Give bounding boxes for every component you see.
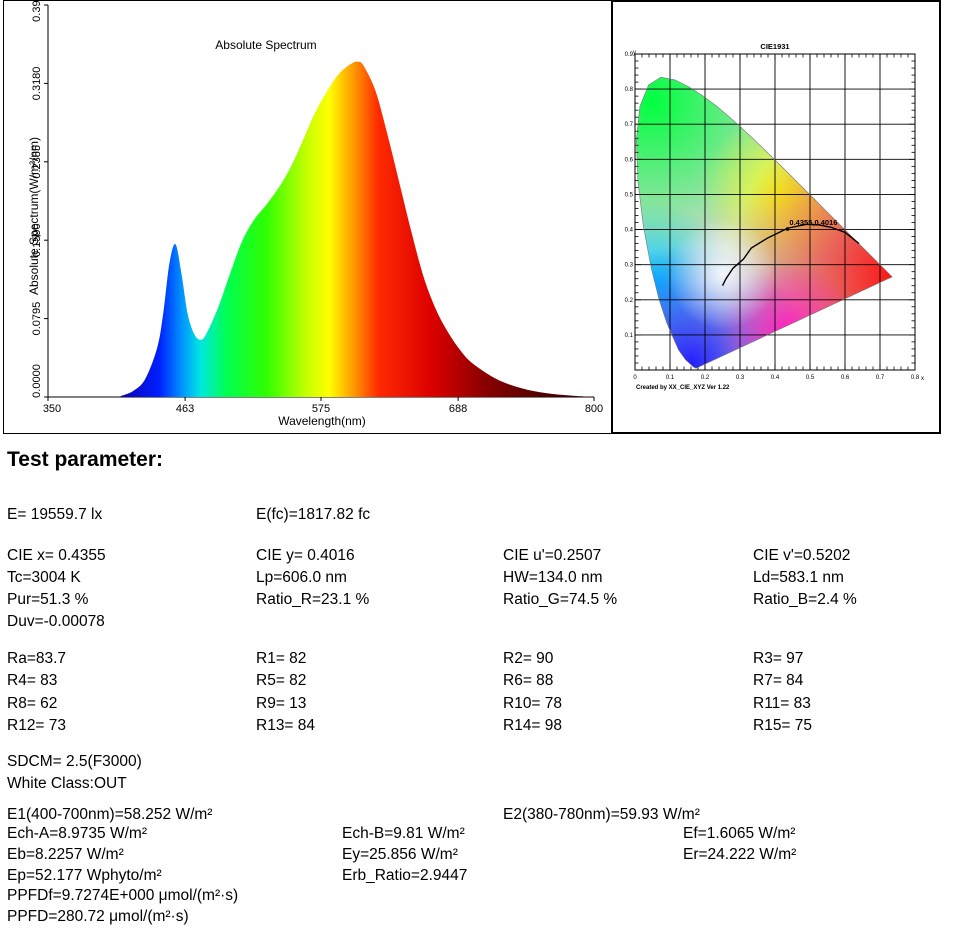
color_rows-value: CIE y= 0.4016	[256, 547, 355, 564]
cie-point	[785, 227, 790, 231]
cie-y-tick-label: 0.5	[625, 192, 634, 198]
spectrum-chart: 0.0000 0.0795 0.1590 0.2385 0.3180 0.3975 350 4…	[27, 0, 603, 428]
color_rows-value: Duv=-0.00078	[7, 613, 105, 630]
e2: E2(380-780nm)=59.93 W/m²	[503, 806, 700, 823]
cie-x-tick-label: 0.5	[806, 375, 815, 381]
cie-point-label: 0.4355,0.4016	[789, 218, 837, 227]
color_rows-value: Ld=583.1 nm	[753, 569, 844, 586]
cie-y-tick-label: 0.9	[625, 52, 634, 58]
ep: Ep=52.177 Wphyto/m²	[7, 867, 162, 884]
spectrum-y-tick-label: 0.2385	[31, 145, 43, 179]
cie-x-tick-label: 0.3	[736, 375, 745, 381]
cri_rows-value: R1= 82	[256, 650, 307, 667]
spectrum-y-tick-label: 0.0000	[31, 364, 43, 398]
planckian-locus	[721, 223, 860, 287]
cie-title: CIE1931	[760, 42, 789, 51]
e1: E1(400-700nm)=58.252 W/m²	[7, 806, 213, 823]
color_rows-value: Lp=606.0 nm	[256, 569, 347, 586]
ech-b: Ech-B=9.81 W/m²	[342, 825, 465, 842]
spectrum-x-tick-label: 463	[176, 403, 194, 415]
cie-y-tick-label: 0.1	[625, 333, 634, 339]
cie-footer: Created by XX_CIE_XYZ Ver 1.22	[636, 385, 730, 391]
spectrum-x-tick-label: 688	[449, 403, 467, 415]
cie-y-tick-label: 0.4	[625, 228, 634, 234]
cie-locus-fill	[636, 77, 893, 369]
ppfd: PPFD=280.72 μmol/(m²·s)	[7, 908, 189, 925]
cri_rows-value: R12= 73	[7, 716, 67, 734]
color_rows-value: Pur=51.3 %	[7, 591, 89, 608]
cri_rows-value: R15= 75	[753, 716, 813, 734]
cie-x-tick-label: 0.4	[771, 375, 780, 381]
cie-x-tick-label: 0.6	[841, 375, 850, 381]
cri_rows-value: R5= 82	[256, 672, 307, 690]
cie-chart-panel: CIE1931 0 0.1 0.2 0.3 0.4 0.5 0.6 0.7 0.8 0.1 0.2 0…	[611, 0, 941, 434]
spectrum-x-tick-label: 350	[43, 403, 61, 415]
cri_rows-value: R13= 84	[256, 716, 316, 734]
color_rows-value: Ratio_B=2.4 %	[753, 591, 857, 608]
cri_rows-value: R10= 78	[503, 694, 563, 712]
cie-y-tick-label: 0.6	[625, 157, 634, 163]
color_rows-value: CIE u'=0.2507	[503, 547, 602, 564]
cie-chart: CIE1931 0 0.1 0.2 0.3 0.4 0.5 0.6 0.7 0.80.10.20…	[625, 42, 924, 391]
spectrum-x-tick-label: 800	[585, 403, 603, 415]
spectrum-area	[120, 61, 595, 397]
spectrum-x-label: Wavelength(nm)	[278, 414, 366, 428]
spectrum-x-tick-label: 575	[312, 403, 330, 415]
cie-x-tick-label: 0.1	[666, 375, 675, 381]
spectrum-labels: 0.0000 0.0795 0.1590 0.2385 0.3180 0.3975 350 4…	[31, 0, 603, 415]
color_rows-value: CIE x= 0.4355	[7, 547, 106, 564]
spectrum-title: Absolute Spectrum	[215, 38, 316, 52]
cri_rows-value: R3= 97	[753, 650, 804, 667]
cie-axes: 0 0.1 0.2 0.3 0.4 0.5 0.6 0.7 0.8 0.1 0.2 0.3 0.4 0.5…	[625, 52, 920, 381]
cie-x-tick-label: 0	[633, 375, 637, 381]
test-parameter-heading: Test parameter:	[7, 448, 164, 471]
eb: Eb=8.2257 W/m²	[7, 846, 124, 863]
spectrum-y-tick-label: 0.0795	[31, 302, 43, 336]
cie-y-tick-label: 0.8	[625, 87, 634, 93]
cie-y-tick-label: 0.2	[625, 298, 634, 304]
cie-x-tick-label: 0.2	[701, 375, 710, 381]
ey: Ey=25.856 W/m²	[342, 846, 458, 863]
cri_rows-value: R9= 13	[256, 694, 307, 712]
spectrum-y-label: Absolute Spectrum(W/m²/nm)	[27, 137, 41, 295]
color_rows-value: Ratio_R=23.1 %	[256, 591, 370, 608]
color_rows-value: Ratio_G=74.5 %	[503, 591, 618, 608]
cie-x-tick-label: 0.7	[876, 375, 885, 381]
cri_rows-value: R7= 84	[753, 672, 804, 690]
cri_rows-value: R11= 83	[753, 694, 811, 712]
illuminance-fc: E(fc)=1817.82 fc	[256, 506, 371, 523]
white-class: White Class:OUT	[7, 775, 127, 792]
cri_rows-value: R6= 88	[503, 672, 554, 690]
cie-y-axis-label: y	[633, 50, 636, 56]
cie-y-tick-label: 0.3	[625, 263, 634, 269]
cri_rows-value: R14= 98	[503, 716, 563, 734]
illuminance-lx: E= 19559.7 lx	[7, 506, 103, 523]
erb-ratio: Erb_Ratio=2.9447	[342, 867, 468, 884]
cri_rows-value: R4= 83	[7, 672, 58, 690]
spectrum-chart-panel: 0.0000 0.0795 0.1590 0.2385 0.3180 0.3975 350 4…	[3, 0, 612, 434]
ech-a: Ech-A=8.9735 W/m²	[7, 825, 147, 842]
cie-y-tick-label: 0.7	[625, 122, 634, 128]
spectrum-y-tick-label: 0.1590	[31, 223, 43, 257]
cri_rows-value: R8= 62	[7, 694, 58, 712]
spectrum-y-tick-label: 0.3180	[31, 67, 43, 101]
er: Er=24.222 W/m²	[683, 846, 797, 863]
cri_rows-value: Ra=83.7	[7, 650, 67, 667]
color_rows-value: Tc=3004 K	[7, 569, 81, 586]
sdcm: SDCM= 2.5(F3000)	[7, 753, 142, 770]
ef: Ef=1.6065 W/m²	[683, 825, 796, 842]
color_rows-value: CIE v'=0.5202	[753, 547, 851, 564]
cie-x-tick-label: 0.8	[911, 375, 920, 381]
cri_rows-value: R2= 90	[503, 650, 554, 667]
spectrum-y-tick-label: 0.3975	[31, 1, 43, 22]
cie-x-axis-label: x	[921, 376, 924, 382]
color_rows-value: HW=134.0 nm	[503, 569, 603, 586]
ppfdf: PPFDf=9.7274E+000 μmol/(m²·s)	[7, 887, 239, 904]
